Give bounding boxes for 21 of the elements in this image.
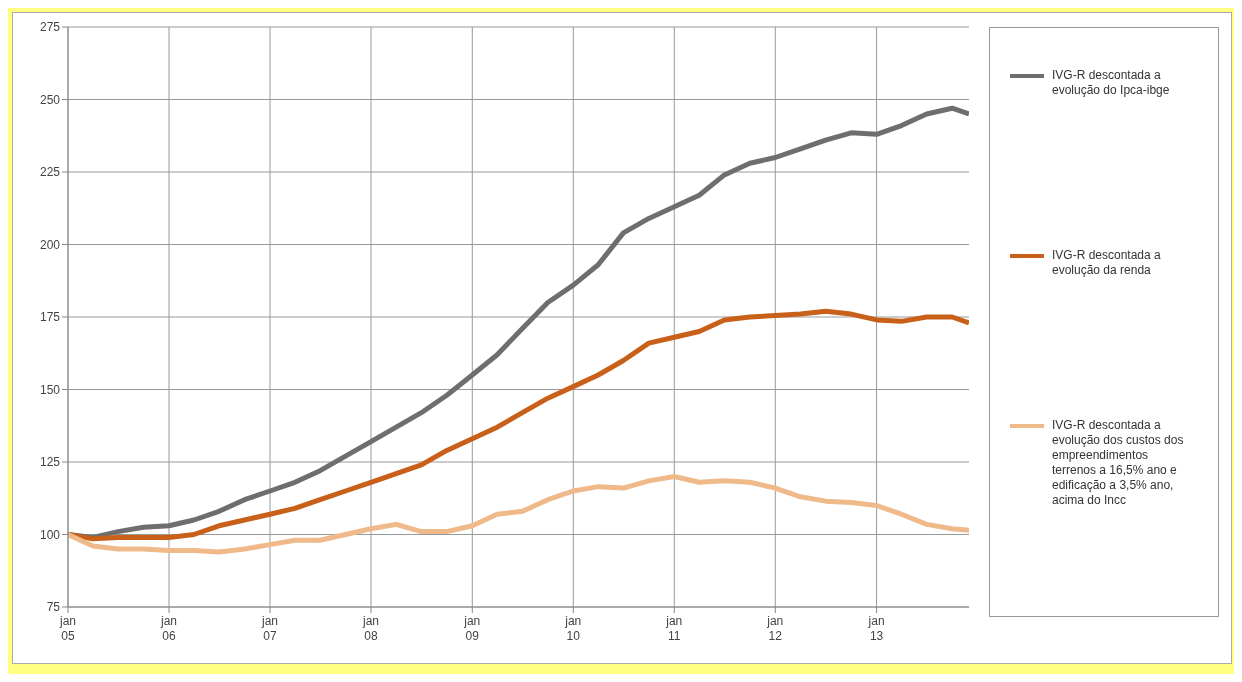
legend-label: IVG-R descontada a evolução da renda xyxy=(1052,248,1162,278)
x-tick-label: jan 13 xyxy=(867,614,885,643)
x-tick-label: jan 06 xyxy=(159,614,178,643)
x-tick-label: jan 07 xyxy=(261,614,279,643)
x-tick-label: jan 09 xyxy=(463,614,481,643)
x-tick-label: jan 08 xyxy=(362,614,380,643)
y-tick-label: 275 xyxy=(39,20,61,35)
y-tick-label: 175 xyxy=(39,310,61,325)
y-tick-label: 100 xyxy=(39,527,61,542)
legend-label: IVG-R descontada a evolução do Ipca-ibge xyxy=(1052,68,1171,98)
y-tick-label: 125 xyxy=(39,455,61,470)
y-tick-label: 150 xyxy=(39,382,61,397)
y-tick-label: 75 xyxy=(46,600,61,615)
x-tick-label: jan 05 xyxy=(58,614,77,643)
y-tick-label: 225 xyxy=(39,165,61,180)
legend-label: IVG-R descontada a evolução dos custos dos empreendimentos terrenos a 16,5% ano e edificação a 3,5% ano, acima do Incc xyxy=(1052,418,1185,508)
x-tick-label: jan 12 xyxy=(766,614,784,643)
x-tick-label: jan 10 xyxy=(564,614,582,643)
x-tick-label: jan 11 xyxy=(665,614,683,643)
y-tick-label: 200 xyxy=(39,237,61,252)
y-tick-label: 250 xyxy=(39,92,61,107)
